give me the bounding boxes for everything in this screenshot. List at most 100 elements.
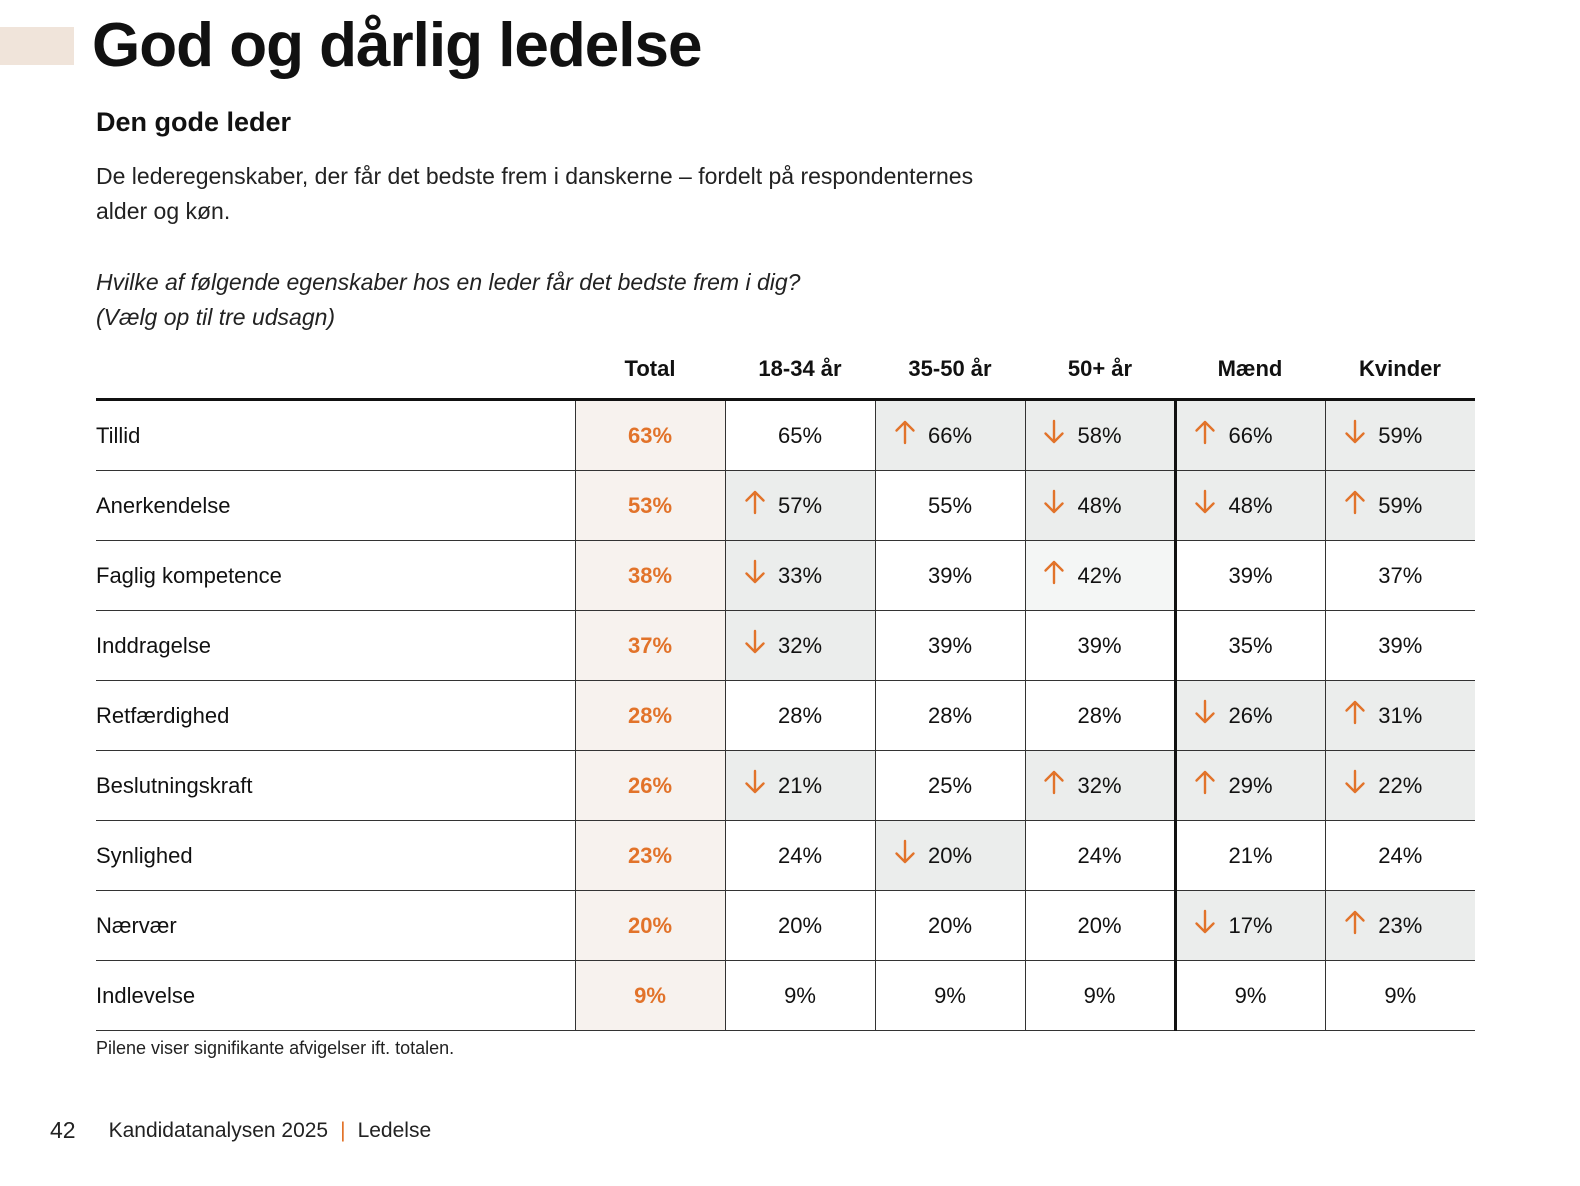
publication-name: Kandidatanalysen 2025	[108, 1118, 329, 1142]
cell-content: 25%	[928, 773, 972, 799]
footnote: Pilene viser signifikante afvigelser ift…	[96, 1038, 455, 1058]
cell-value: 9%	[1234, 982, 1267, 1008]
cell-content: 37%	[1378, 563, 1422, 589]
data-cell: 24%	[1324, 820, 1475, 891]
data-cell: 39%	[1173, 540, 1325, 611]
cell-value: 65%	[777, 422, 823, 448]
cell-content: 9%	[784, 983, 816, 1009]
data-cell: 55%	[874, 470, 1025, 541]
data-cell: 39%	[1324, 610, 1475, 681]
data-cell: 17%	[1173, 890, 1325, 961]
cell-value: 21%	[1228, 842, 1273, 868]
data-cell: 25%	[874, 750, 1025, 821]
cell-value: 31%	[1378, 702, 1423, 728]
cell-content: 28%	[928, 703, 972, 729]
column-header: Kvinder	[1325, 340, 1475, 401]
table-row: Faglig kompetence 38% 33% 39% 42% 39% 37%	[96, 540, 1475, 611]
arrow-up-icon	[1194, 419, 1216, 445]
cell-content: 48%	[1044, 489, 1122, 519]
data-cell: 66%	[1173, 399, 1325, 471]
arrow-down-icon	[744, 629, 766, 655]
data-cell: 33%	[724, 540, 875, 611]
cell-content: 58%	[1044, 419, 1122, 449]
cell-value: 39%	[1077, 632, 1122, 658]
arrow-up-icon	[1344, 909, 1366, 935]
cell-content: 20%	[778, 913, 822, 939]
data-cell: 9%	[1024, 960, 1175, 1031]
cell-value: 25%	[927, 772, 973, 798]
total-value: 53%	[574, 470, 725, 541]
row-label: Retfærdighed	[96, 680, 575, 751]
cell-value: 20%	[1077, 912, 1122, 938]
total-value: 63%	[574, 399, 725, 471]
data-cell: 24%	[724, 820, 875, 891]
total-value: 26%	[574, 750, 725, 821]
data-cell: 28%	[724, 680, 875, 751]
data-cell: 32%	[724, 610, 875, 681]
cell-content: 55%	[928, 493, 972, 519]
cell-value: 39%	[927, 632, 973, 658]
description: De lederegenskaber, der får det bedste f…	[96, 163, 974, 224]
table-row: Inddragelse 37% 32% 39% 39% 35% 39%	[96, 610, 1475, 681]
arrow-down-icon	[1043, 489, 1065, 515]
cell-value: 29%	[1228, 772, 1273, 798]
cell-value: 66%	[927, 422, 973, 448]
data-cell: 28%	[874, 680, 1025, 751]
cell-content: 28%	[1077, 703, 1121, 729]
data-cell: 20%	[1024, 890, 1175, 961]
cell-content: 24%	[1077, 843, 1121, 869]
data-cell: 9%	[1173, 960, 1325, 1031]
survey-question: Hvilke af følgende egenskaber hos en led…	[96, 265, 996, 335]
arrow-up-icon	[894, 419, 916, 445]
data-cell: 48%	[1024, 470, 1175, 541]
data-cell: 24%	[1024, 820, 1175, 891]
table-row: Indlevelse 9% 9% 9% 9% 9% 9%	[96, 960, 1475, 1031]
table-row: Beslutningskraft 26% 21% 25% 32% 29% 22%	[96, 750, 1475, 821]
data-cell: 23%	[1324, 890, 1475, 961]
cell-content: 32%	[1044, 770, 1122, 799]
cell-value: 33%	[777, 562, 823, 588]
total-value: 38%	[574, 540, 725, 611]
page-footer: 42 Kandidatanalysen 2025 | Ledelse	[50, 1117, 431, 1144]
column-header: Total	[575, 340, 725, 401]
cell-value: 48%	[1077, 492, 1122, 518]
cell-content: 39%	[928, 563, 972, 589]
arrow-down-icon	[1194, 699, 1216, 725]
column-header: 18-34 år	[725, 340, 875, 401]
cell-content: 35%	[1228, 633, 1272, 659]
cell-value: 57%	[777, 492, 823, 518]
arrow-down-icon	[1194, 489, 1216, 515]
cell-value: 9%	[784, 982, 816, 1008]
data-cell: 35%	[1173, 610, 1325, 681]
cell-value: 28%	[777, 702, 823, 728]
cell-content: 24%	[778, 843, 822, 869]
cell-value: 35%	[1228, 632, 1273, 658]
total-value: 23%	[574, 820, 725, 891]
cell-content: 20%	[928, 913, 972, 939]
data-cell: 39%	[1024, 610, 1175, 681]
arrow-up-icon	[1344, 699, 1366, 725]
column-header: 50+ år	[1025, 340, 1175, 401]
table-row: Tillid 63% 65% 66% 58% 66% 59%	[96, 399, 1475, 471]
cell-value: 24%	[777, 842, 823, 868]
cell-value: 9%	[1384, 982, 1417, 1008]
data-cell: 59%	[1324, 399, 1475, 471]
cell-value: 24%	[1378, 842, 1423, 868]
data-cell: 20%	[724, 890, 875, 961]
cell-value: 26%	[1228, 702, 1273, 728]
row-label: Beslutningskraft	[96, 750, 575, 821]
page-title: God og dårlig ledelse	[92, 11, 702, 80]
cell-value: 59%	[1378, 492, 1423, 518]
question-line-1: Hvilke af følgende egenskaber hos en led…	[96, 269, 801, 295]
arrow-down-icon	[744, 769, 766, 795]
arrow-down-icon	[744, 559, 766, 585]
question-line-2: (Vælg op til tre udsagn)	[96, 304, 336, 330]
cell-content: 9%	[1384, 983, 1416, 1009]
data-cell: 26%	[1173, 680, 1325, 751]
cell-content: 39%	[1228, 563, 1272, 589]
data-cell: 9%	[874, 960, 1025, 1031]
cell-content: 21%	[1228, 843, 1272, 869]
cell-content: 33%	[745, 559, 823, 589]
cell-content: 66%	[895, 420, 973, 449]
cell-content: 9%	[934, 983, 966, 1009]
